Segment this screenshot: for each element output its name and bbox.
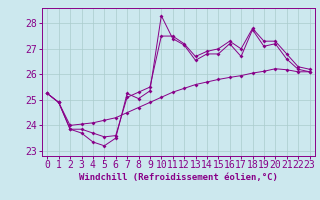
X-axis label: Windchill (Refroidissement éolien,°C): Windchill (Refroidissement éolien,°C) <box>79 173 278 182</box>
